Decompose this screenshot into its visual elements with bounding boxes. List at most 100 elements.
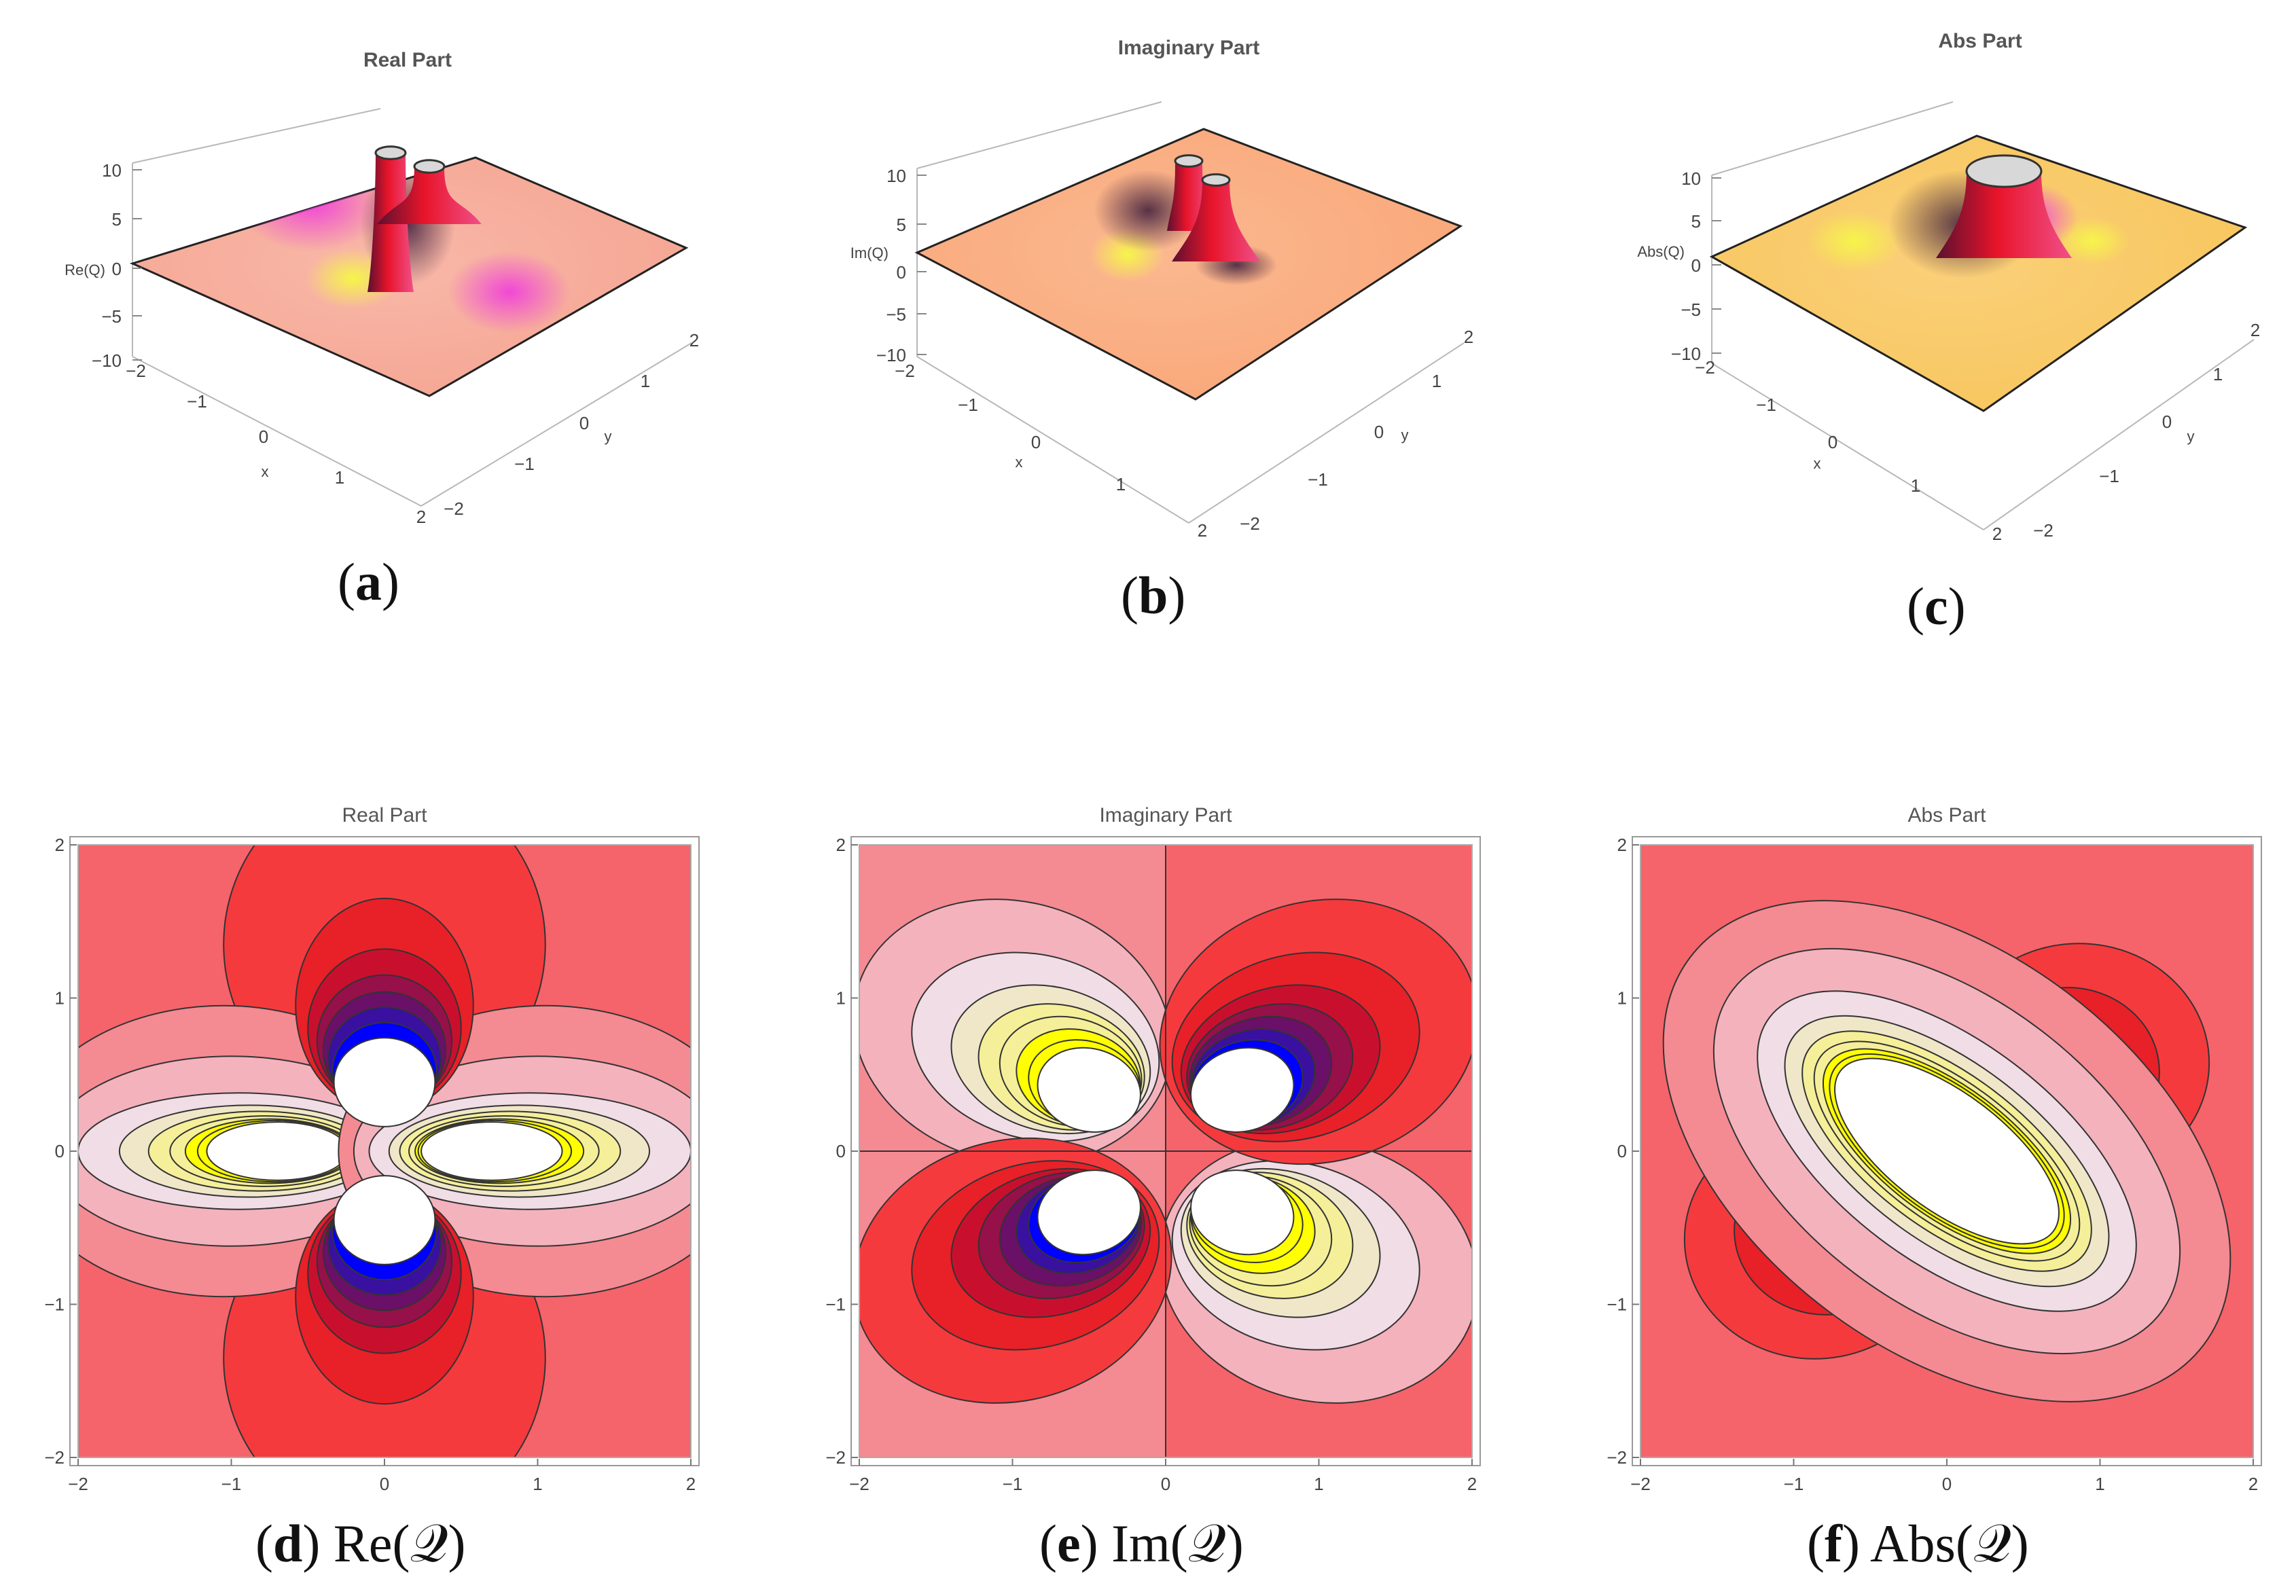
x-tick-label: −1: [1756, 395, 1776, 415]
x-tick-label: 0: [1942, 1474, 1952, 1494]
y-axis-line: [1188, 342, 1465, 524]
peak-cap-0: [374, 145, 407, 160]
y-tick-label: 2: [689, 330, 699, 350]
panel-f-contour: Abs Part −2 −1 0 1 2 −2 −1 0 1 2: [1562, 795, 2296, 1501]
x-tick-label: 0: [380, 1474, 389, 1494]
plot-title: Abs Part: [1907, 804, 1986, 827]
y-axis-line: [1983, 339, 2255, 530]
x-tick-label: 2: [686, 1474, 696, 1494]
x-tick-label: 0: [1161, 1474, 1170, 1494]
shade-yl-0: [1807, 211, 1902, 272]
caption-d: (d) Re(𝒬): [255, 1514, 466, 1573]
panel-c-surface: Abs Part 10 5 0 −5 −10 Abs(Q) −2 −1 0 1 2 x −2 −1 0 1 2 y: [1556, 0, 2296, 638]
z-axis-label: Im(Q): [850, 244, 889, 261]
z-tick-label: −10: [1671, 344, 1701, 364]
y-tick-label: 2: [2250, 320, 2260, 340]
caption-d-text: Re(𝒬): [333, 1514, 466, 1573]
y-tick-label: 2: [55, 835, 65, 855]
plot-title: Imaginary Part: [1118, 37, 1259, 59]
contour-field: [1640, 845, 2253, 1457]
x-tick-label: −2: [1695, 357, 1715, 378]
y-tick-label: 1: [2213, 364, 2223, 384]
caption-b-label: b: [1138, 566, 1168, 625]
y-tick-label: −2: [1607, 1447, 1627, 1468]
x-tick-label: 2: [416, 507, 426, 527]
z-tick-label: 0: [112, 259, 122, 279]
caption-a-label: a: [355, 552, 382, 611]
z-tick-label: 5: [897, 215, 906, 235]
y-tick-label: 1: [1432, 371, 1441, 391]
x-axis-label: x: [262, 463, 269, 480]
x-tick-label: −2: [895, 361, 915, 381]
x-tick-label: 1: [1116, 474, 1126, 494]
x-tick-label: 1: [335, 467, 344, 488]
caption-e: (e) Im(𝒬): [1039, 1514, 1244, 1573]
y-axis-label: y: [605, 428, 612, 445]
contour-plot-e: Imaginary Part −2 −1 0 1 2 −2 −1 0 1 2: [825, 804, 1481, 1494]
x-tick-label: 2: [2248, 1474, 2258, 1494]
panel-b-surface: Imaginary Part 10 5 0 −5 −10 Im(Q) −2 −1 0 1 2 x −2 −1…: [781, 0, 1528, 638]
y-tick-label: 1: [836, 988, 846, 1009]
plot-title: Real Part: [363, 49, 452, 71]
peak-body-1: [377, 166, 482, 224]
y-tick-label: −1: [44, 1294, 65, 1315]
peak-cap-1: [413, 159, 446, 174]
plot-frame: [77, 844, 692, 1458]
x-tick-label: −1: [958, 395, 978, 415]
contour-plot-f: Abs Part −2 −1 0 1 2 −2 −1 0 1 2: [1607, 804, 2262, 1494]
y-tick-label: −1: [825, 1294, 846, 1315]
z-tick-label: −10: [876, 345, 906, 365]
lobe-lr-7: [1190, 1169, 1295, 1256]
y-axis-line: [420, 342, 692, 507]
y-tick-label: −2: [44, 1447, 65, 1468]
y-tick-label: 0: [579, 413, 589, 433]
x-axis-label: x: [1016, 454, 1023, 471]
caption-e-label: e: [1056, 1514, 1081, 1573]
y-tick-label: 2: [836, 835, 846, 855]
lobe-ul-7: [1037, 1047, 1141, 1133]
panel-a-surface: Real Part 10 5 0 −5 −10 Re(Q) −2 −1 0 1 2 x −2 −1 0 1 2 y: [0, 0, 747, 638]
box-top-edge: [916, 101, 1162, 169]
caption-f: (f) Abs(𝒬): [1807, 1514, 2029, 1573]
x-tick-label: −2: [126, 361, 146, 381]
panel-e-contour: Imaginary Part −2 −1 0 1 2 −2 −1 0 1 2: [781, 795, 1515, 1501]
caption-f-label: f: [1824, 1514, 1842, 1573]
z-tick-label: 10: [1681, 168, 1701, 189]
y-tick-label: 0: [1617, 1141, 1627, 1161]
caption-b: (b): [1121, 566, 1186, 625]
lobe-ll-7: [1037, 1169, 1141, 1256]
y-tick-label: 1: [55, 988, 65, 1009]
x-tick-label: −1: [1784, 1474, 1804, 1494]
contour-field: [859, 845, 1472, 1457]
y-axis-label: y: [1401, 427, 1409, 443]
peak-cap-0: [1174, 154, 1204, 168]
x-tick-label: 1: [2095, 1474, 2104, 1494]
y-tick-label: −1: [1308, 469, 1328, 490]
peak-body-0: [1936, 171, 2072, 258]
h-lobe-1-8: [420, 1121, 563, 1181]
x-tick-label: −2: [1630, 1474, 1651, 1494]
x-tick-label: −1: [187, 391, 207, 412]
y-tick-label: −1: [514, 454, 535, 474]
x-tick-label: −1: [221, 1474, 242, 1494]
box-top-edge: [132, 108, 381, 164]
y-tick-label: −2: [444, 498, 464, 519]
peak-cap-0: [1965, 154, 2043, 188]
z-axis-label: Abs(Q): [1637, 243, 1685, 260]
x-tick-label: 0: [1828, 432, 1837, 452]
caption-c-label: c: [1924, 577, 1948, 636]
x-tick-label: 0: [1031, 432, 1041, 452]
y-tick-label: 0: [55, 1141, 65, 1161]
central-lobe-8: [1834, 1057, 2060, 1245]
v-lobe-0-6: [333, 1175, 436, 1265]
x-tick-label: 0: [259, 427, 268, 447]
caption-c: (c): [1907, 577, 1966, 636]
z-tick-label: 10: [102, 160, 122, 181]
y-tick-label: 2: [1617, 835, 1627, 855]
x-axis-line: [1711, 363, 1984, 530]
plot-frame: [859, 844, 1473, 1458]
plot-title: Imaginary Part: [1099, 804, 1232, 827]
z-tick-label: −10: [92, 350, 122, 371]
z-tick-label: −5: [886, 304, 906, 325]
box-top-edge: [1711, 101, 1954, 176]
